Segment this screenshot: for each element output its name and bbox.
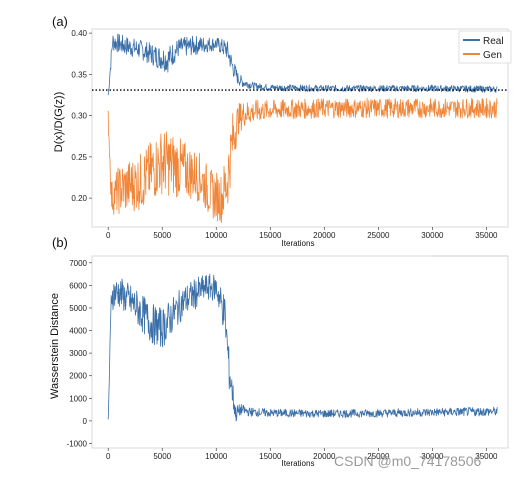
chart-b-y-ticks: -1000 0 1000 2000 3000 4000 5000 6000 7000 <box>67 259 92 448</box>
x-tick-label: 5000 <box>153 231 171 240</box>
watermark: CSDN @m0_74178506 <box>334 453 482 469</box>
y-tick-label: 0.40 <box>71 29 87 38</box>
y-tick-label: 0.25 <box>71 153 87 162</box>
y-tick-label: 3000 <box>69 349 87 358</box>
legend-gen-label: Gen <box>483 50 502 61</box>
chart-b-x-ticks: 0 5000 10000 15000 20000 25000 30000 35000 <box>106 448 498 461</box>
y-tick-label: 4000 <box>69 327 87 336</box>
chart-a-x-label: Iterations <box>282 239 315 248</box>
chart-b-y-label: Wasserstein Distance <box>49 293 61 399</box>
x-tick-label: 15000 <box>259 231 282 240</box>
x-tick-label: 10000 <box>205 231 228 240</box>
x-tick-label: 0 <box>106 231 111 240</box>
chart-b-plot: 0 5000 10000 15000 20000 25000 30000 35000 -100… <box>67 255 509 461</box>
y-tick-label: 2000 <box>69 372 87 381</box>
chart-b-frame <box>91 255 509 449</box>
legend-real-label: Real <box>483 36 504 47</box>
panel-b-label: (b) <box>52 235 68 250</box>
x-tick-label: 35000 <box>475 231 498 240</box>
x-tick-label: 25000 <box>367 452 390 461</box>
y-tick-label: 1000 <box>69 394 87 403</box>
x-tick-label: 30000 <box>421 452 444 461</box>
chart-b-series <box>107 273 498 422</box>
chart-a-y-ticks: 0.20 0.25 0.30 0.35 0.40 <box>71 29 92 203</box>
x-tick-label: 30000 <box>421 231 444 240</box>
x-tick-label: 20000 <box>313 231 336 240</box>
y-tick-label: -1000 <box>67 439 88 448</box>
x-tick-label: 25000 <box>367 231 390 240</box>
x-tick-label: 10000 <box>205 452 228 461</box>
legend-box <box>458 30 512 64</box>
series-line-gen <box>107 97 498 224</box>
x-tick-label: 35000 <box>475 452 498 461</box>
chart-a-y-label: D(x)/D(G(z)) <box>53 92 65 152</box>
chart-a-x-ticks: 0 5000 10000 15000 20000 25000 30000 35000 <box>106 227 498 240</box>
y-tick-label: 5000 <box>69 304 87 313</box>
x-tick-label: 0 <box>106 452 111 461</box>
chart-a-legend: Real Gen <box>458 30 512 64</box>
panel-a-label: (a) <box>52 14 68 29</box>
y-tick-label: 0.30 <box>71 112 87 121</box>
x-tick-label: 5000 <box>153 452 171 461</box>
y-tick-label: 0.20 <box>71 194 87 203</box>
x-tick-label: 20000 <box>313 452 336 461</box>
y-tick-label: 0 <box>83 417 88 426</box>
y-tick-label: 6000 <box>69 281 87 290</box>
chart-b-x-label: Iterations <box>282 459 315 468</box>
x-tick-label: 15000 <box>259 452 282 461</box>
y-tick-label: 0.35 <box>71 70 87 79</box>
series-line-series-1 <box>107 273 498 422</box>
chart-a-plot: 0 5000 10000 15000 20000 25000 30000 35000 0.20… <box>71 28 509 240</box>
y-tick-label: 7000 <box>69 259 87 268</box>
chart-a-frame <box>91 28 509 228</box>
